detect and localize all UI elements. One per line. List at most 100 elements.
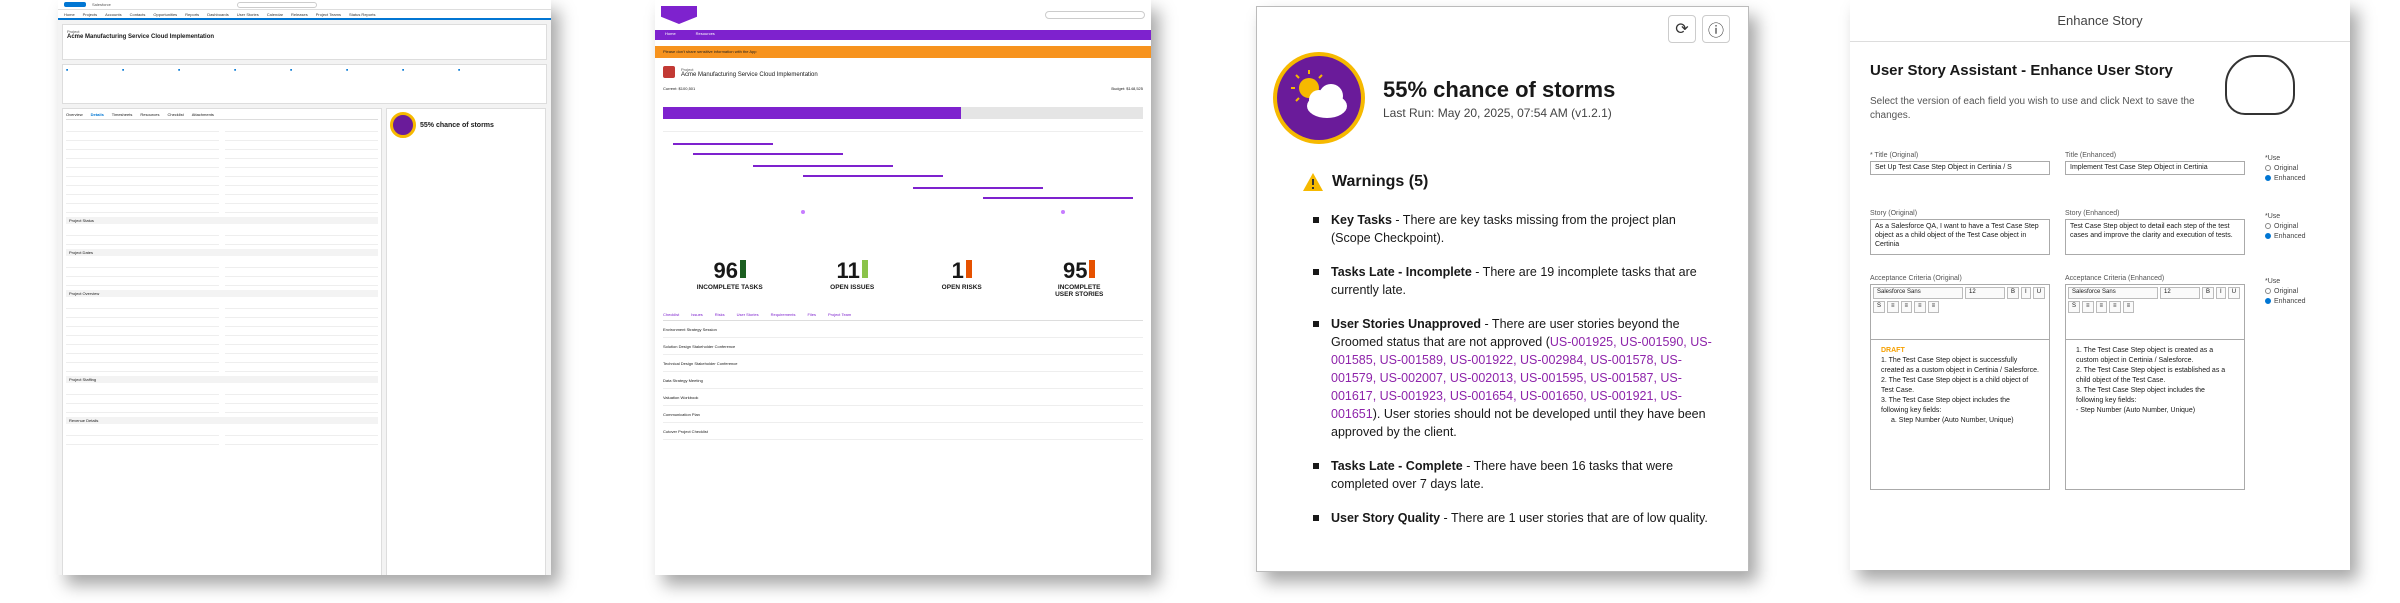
tab[interactable]: Checklist [663, 312, 680, 317]
tab[interactable]: Overview [66, 112, 83, 117]
size-select[interactable]: 12 [1965, 287, 2005, 299]
related-link[interactable]: ■ [346, 68, 349, 72]
user-story-links[interactable]: US-001925, US-001590, US-001585, US-0015… [1331, 335, 1712, 421]
section-header[interactable]: Project Dates [66, 249, 378, 256]
related-link[interactable]: ■ [178, 68, 181, 72]
radio-enhanced[interactable]: Enhanced [2265, 174, 2306, 184]
nav-item[interactable]: Releases [291, 12, 308, 17]
font-select[interactable]: Salesforce Sans [2068, 287, 2158, 299]
bullet-list-button[interactable]: ≡ [2082, 301, 2094, 313]
stat-incomplete-user-stories[interactable]: 95 INCOMPLETE USER STORIES [1055, 258, 1104, 298]
title-enhanced-field[interactable]: Implement Test Case Step Object in Certi… [2065, 161, 2245, 175]
tab[interactable]: Requirements [770, 312, 796, 317]
section-header[interactable]: Project Overview [66, 290, 378, 297]
radio-original[interactable]: Original [2265, 164, 2306, 174]
section-header[interactable]: Project Status [66, 217, 378, 224]
warning-banner: Please don't share sensitive information… [655, 46, 1151, 58]
nav-item[interactable]: User Stories [236, 12, 259, 17]
number-list-button[interactable]: ≡ [1900, 301, 1913, 313]
table-row[interactable]: Solution Design Stakeholder Conference [663, 338, 1143, 355]
nav-item[interactable]: Project Teams [315, 12, 341, 17]
global-search-input[interactable] [236, 1, 317, 8]
assistant-description: Select the version of each field you wis… [1870, 96, 2195, 121]
bold-button[interactable]: B [2202, 287, 2215, 299]
tab[interactable]: Files [807, 312, 816, 317]
align-left-button[interactable]: ≡ [1914, 301, 1926, 313]
nav-resources[interactable]: Resources [695, 31, 715, 36]
number-list-button[interactable]: ≡ [2095, 301, 2108, 313]
table-row[interactable]: Cutover Project Checklist [663, 423, 1143, 440]
table-row[interactable]: Valuation Workbook [663, 389, 1143, 406]
nav-item[interactable]: Dashboards [207, 12, 229, 17]
size-select[interactable]: 12 [2160, 287, 2200, 299]
checklist-table: Environment Strategy Session Solution De… [655, 321, 1151, 440]
search-input[interactable] [1045, 11, 1145, 19]
tab[interactable]: Risks [714, 312, 725, 317]
tab[interactable]: Details [90, 112, 104, 117]
project-dashboard: Home Resources Please don't share sensit… [655, 0, 1151, 575]
related-link[interactable]: ■ [234, 68, 237, 72]
related-link[interactable]: ■ [290, 68, 293, 72]
align-center-button[interactable]: ≡ [2122, 301, 2135, 313]
stats-row: 96 INCOMPLETE TASKS 11 OPEN ISSUES 1 OPEN R… [655, 258, 1151, 298]
tab[interactable]: User Stories [736, 312, 759, 317]
modal-title: Enhance Story [1850, 0, 2350, 42]
bullet-list-button[interactable]: ≡ [1887, 301, 1899, 313]
related-link[interactable]: ■ [66, 68, 69, 72]
section-header[interactable]: Revenue Details [66, 417, 378, 424]
info-icon: ⓘ [1707, 23, 1724, 40]
tab[interactable]: Checklist [167, 112, 184, 117]
nav-item[interactable]: Status Reports [348, 12, 376, 17]
story-enhanced-field[interactable]: Test Case Step object to detail each ste… [2065, 219, 2245, 255]
info-button[interactable]: ⓘ [1702, 15, 1730, 43]
ac-original-editor[interactable]: DRAFT 1. The Test Case Step object is su… [1870, 340, 2050, 490]
strike-button[interactable]: S [2068, 301, 2081, 313]
radio-enhanced[interactable]: Enhanced [2265, 232, 2306, 242]
radio-enhanced[interactable]: Enhanced [2265, 297, 2306, 307]
related-link[interactable]: ■ [458, 68, 461, 72]
italic-button[interactable]: I [2021, 287, 2031, 299]
nav-home[interactable]: Home [665, 31, 676, 36]
underline-button[interactable]: U [2227, 287, 2241, 299]
stat-incomplete-tasks[interactable]: 96 INCOMPLETE TASKS [696, 258, 763, 291]
italic-button[interactable]: I [2216, 287, 2226, 299]
brain-icon [2225, 55, 2295, 115]
align-center-button[interactable]: ≡ [1927, 301, 1940, 313]
font-select[interactable]: Salesforce Sans [1873, 287, 1963, 299]
related-link[interactable]: ■ [402, 68, 405, 72]
stat-open-issues[interactable]: 11 OPEN ISSUES [830, 258, 875, 291]
refresh-button[interactable]: ⟳ [1668, 15, 1696, 43]
related-link[interactable]: ■ [122, 68, 125, 72]
align-left-button[interactable]: ≡ [2109, 301, 2121, 313]
radio-original[interactable]: Original [2265, 222, 2306, 232]
field-grid [66, 124, 378, 213]
stat-open-risks[interactable]: 1 OPEN RISKS [941, 258, 982, 291]
nav-item[interactable]: Accounts [105, 12, 122, 17]
related-list-quick-links: ■ ■ ■ ■ ■ ■ ■ ■ [62, 64, 547, 104]
radio-original[interactable]: Original [2265, 287, 2306, 297]
strike-button[interactable]: S [1873, 301, 1886, 313]
nav-item[interactable]: Reports [185, 12, 200, 17]
table-row[interactable]: Technical Design Stakeholder Conference [663, 355, 1143, 372]
table-row[interactable]: Data Strategy Meeting [663, 372, 1143, 389]
ac-enhanced-editor[interactable]: 1. The Test Case Step object is created … [2065, 340, 2245, 490]
title-original-field[interactable]: Set Up Test Case Step Object in Certinia… [1870, 161, 2050, 175]
section-header[interactable]: Project Staffing [66, 376, 378, 383]
tab[interactable]: Attachments [191, 112, 214, 117]
tab[interactable]: Issues [691, 312, 703, 317]
nav-item[interactable]: Calendar [266, 12, 284, 17]
tab[interactable]: Project Team [827, 312, 852, 317]
app-name: Salesforce [92, 2, 111, 7]
nav-item[interactable]: Opportunities [153, 12, 178, 17]
story-original-field[interactable]: As a Salesforce QA, I want to have a Tes… [1870, 219, 2050, 255]
nav-item[interactable]: Projects [82, 12, 98, 17]
underline-button[interactable]: U [2032, 287, 2046, 299]
table-row[interactable]: Environment Strategy Session [663, 321, 1143, 338]
nav-item[interactable]: Contacts [129, 12, 146, 17]
tab[interactable]: Resources [140, 112, 160, 117]
table-row[interactable]: Communication Plan [663, 406, 1143, 423]
tab[interactable]: Timesheets [111, 112, 133, 117]
bold-button[interactable]: B [2007, 287, 2020, 299]
nav-item[interactable]: Home [64, 12, 75, 17]
warning-item: Tasks Late - Incomplete - There are 19 i… [1313, 263, 1713, 299]
